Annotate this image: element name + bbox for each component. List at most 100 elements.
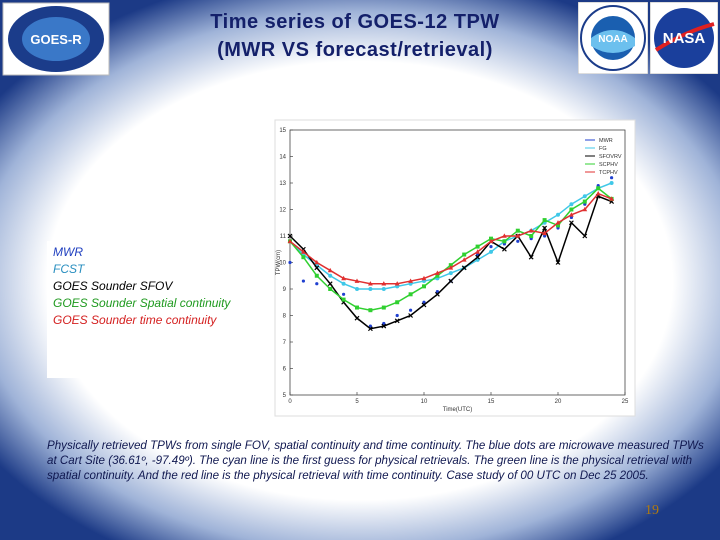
data-point bbox=[569, 212, 574, 217]
data-point bbox=[569, 202, 574, 207]
data-point bbox=[328, 273, 333, 278]
legend-label: MWR bbox=[599, 138, 613, 144]
data-point bbox=[542, 218, 547, 223]
data-point bbox=[409, 308, 413, 312]
title: Time series of GOES-12 TPW bbox=[210, 11, 500, 33]
data-point bbox=[314, 259, 320, 265]
y-tick-label: 9 bbox=[283, 287, 287, 293]
data-point bbox=[327, 267, 333, 273]
data-point bbox=[569, 215, 574, 220]
y-tick-label: 7 bbox=[283, 340, 287, 346]
data-point bbox=[529, 234, 534, 238]
data-point bbox=[582, 206, 588, 212]
data-point bbox=[395, 313, 399, 318]
data-point bbox=[610, 176, 614, 180]
data-point bbox=[435, 270, 440, 275]
data-point bbox=[315, 282, 319, 286]
data-point bbox=[475, 254, 481, 260]
data-point bbox=[354, 315, 360, 321]
data-point bbox=[542, 225, 548, 231]
data-point bbox=[555, 260, 561, 265]
data-point bbox=[381, 305, 386, 310]
x-tick-label: 10 bbox=[421, 399, 428, 405]
data-point bbox=[328, 287, 333, 291]
data-point bbox=[448, 263, 453, 268]
data-point bbox=[502, 233, 507, 238]
data-point bbox=[569, 207, 574, 212]
data-point bbox=[609, 196, 614, 201]
x-tick-label: 25 bbox=[622, 399, 629, 405]
data-point bbox=[422, 300, 426, 304]
logo-text: NOAA bbox=[598, 34, 627, 45]
nasa-logo: NASA bbox=[650, 2, 718, 74]
data-point bbox=[354, 278, 360, 283]
y-tick-label: 8 bbox=[283, 314, 287, 320]
data-point bbox=[596, 186, 601, 191]
page-number: 19 bbox=[645, 503, 659, 518]
y-tick-label: 5 bbox=[283, 393, 287, 399]
data-point bbox=[301, 249, 306, 254]
data-point bbox=[421, 275, 427, 281]
data-point bbox=[288, 260, 292, 265]
data-point bbox=[434, 291, 440, 297]
data-point bbox=[394, 318, 400, 324]
legend-box-item: GOES Sounder SFOV bbox=[53, 279, 173, 293]
logo-text: NASA bbox=[663, 30, 706, 47]
data-point bbox=[408, 278, 413, 283]
legend-box-item: MWR bbox=[53, 245, 83, 259]
y-tick-label: 12 bbox=[279, 208, 286, 214]
data-point bbox=[355, 305, 359, 310]
goes-logo: GOES-R bbox=[2, 2, 110, 76]
data-point bbox=[368, 281, 373, 286]
data-point bbox=[368, 324, 372, 328]
data-point bbox=[421, 302, 427, 308]
data-point bbox=[528, 254, 534, 260]
x-tick-label: 20 bbox=[555, 399, 562, 405]
x-tick-label: 5 bbox=[355, 399, 359, 405]
noaa-logo: NOAA bbox=[578, 2, 648, 74]
data-point bbox=[489, 245, 493, 249]
legend-box-item: GOES Sounder Spatial continuity bbox=[53, 296, 231, 310]
data-point bbox=[609, 181, 614, 185]
data-point bbox=[488, 238, 494, 244]
data-point bbox=[582, 233, 588, 239]
x-tick-label: 15 bbox=[488, 399, 495, 405]
legend-label: TCPHV bbox=[599, 170, 618, 176]
data-point bbox=[341, 275, 346, 281]
data-point bbox=[462, 252, 467, 257]
data-point bbox=[528, 228, 534, 233]
data-point bbox=[394, 281, 400, 286]
data-point bbox=[448, 271, 453, 276]
data-point bbox=[382, 321, 386, 326]
data-point bbox=[489, 236, 493, 241]
data-point bbox=[515, 233, 521, 238]
data-point bbox=[301, 279, 305, 283]
data-point bbox=[408, 313, 414, 318]
data-point bbox=[395, 300, 400, 305]
data-point bbox=[556, 223, 560, 228]
y-tick-label: 14 bbox=[279, 155, 286, 161]
y-axis-label: TPW(cm) bbox=[276, 250, 282, 275]
data-point bbox=[582, 194, 587, 199]
logo-text: GOES-R bbox=[30, 32, 82, 47]
data-point bbox=[314, 273, 319, 278]
data-point bbox=[381, 281, 387, 286]
data-point bbox=[327, 281, 333, 287]
data-point bbox=[595, 191, 601, 196]
data-point bbox=[502, 239, 507, 244]
data-point bbox=[314, 265, 320, 271]
data-point bbox=[355, 287, 359, 291]
data-point bbox=[435, 290, 439, 294]
title: (MWR VS forecast/retrieval) bbox=[217, 39, 493, 61]
y-tick-label: 6 bbox=[283, 367, 287, 373]
data-point bbox=[368, 287, 373, 291]
data-point bbox=[368, 308, 373, 313]
data-point bbox=[367, 326, 373, 332]
data-point bbox=[301, 255, 306, 260]
y-tick-label: 11 bbox=[280, 234, 287, 240]
data-point bbox=[381, 323, 387, 329]
data-point bbox=[516, 239, 520, 243]
data-point bbox=[448, 278, 454, 284]
